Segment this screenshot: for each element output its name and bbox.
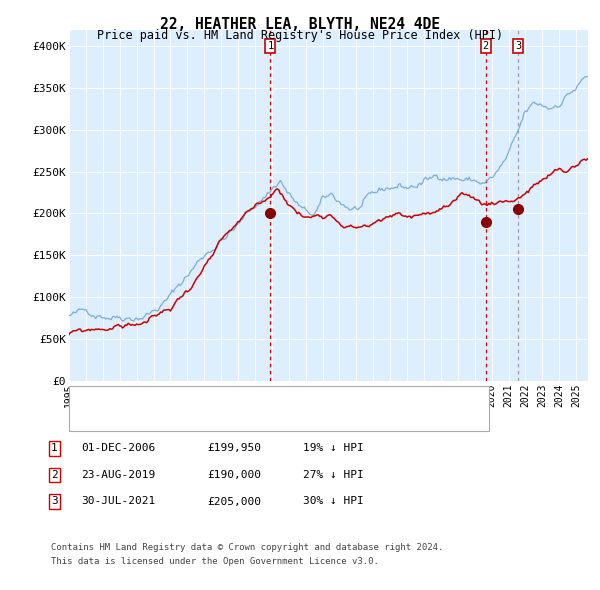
Text: HPI: Average price, detached house, Northumberland: HPI: Average price, detached house, Nort… bbox=[107, 415, 407, 425]
Text: 19% ↓ HPI: 19% ↓ HPI bbox=[303, 444, 364, 453]
Text: 2: 2 bbox=[51, 470, 58, 480]
Text: ——: —— bbox=[78, 413, 93, 426]
Text: 3: 3 bbox=[515, 41, 521, 51]
Text: Contains HM Land Registry data © Crown copyright and database right 2024.: Contains HM Land Registry data © Crown c… bbox=[51, 543, 443, 552]
Text: 2: 2 bbox=[482, 41, 489, 51]
Text: 30-JUL-2021: 30-JUL-2021 bbox=[81, 497, 155, 506]
Text: 22, HEATHER LEA, BLYTH, NE24 4DE (detached house): 22, HEATHER LEA, BLYTH, NE24 4DE (detach… bbox=[107, 394, 401, 404]
Text: £199,950: £199,950 bbox=[207, 444, 261, 453]
Text: 23-AUG-2019: 23-AUG-2019 bbox=[81, 470, 155, 480]
Text: 30% ↓ HPI: 30% ↓ HPI bbox=[303, 497, 364, 506]
Text: Price paid vs. HM Land Registry's House Price Index (HPI): Price paid vs. HM Land Registry's House … bbox=[97, 30, 503, 42]
Text: £190,000: £190,000 bbox=[207, 470, 261, 480]
Text: £205,000: £205,000 bbox=[207, 497, 261, 506]
Text: 1: 1 bbox=[51, 444, 58, 453]
Text: 1: 1 bbox=[268, 41, 274, 51]
Text: 27% ↓ HPI: 27% ↓ HPI bbox=[303, 470, 364, 480]
Text: 3: 3 bbox=[51, 497, 58, 506]
Text: 22, HEATHER LEA, BLYTH, NE24 4DE: 22, HEATHER LEA, BLYTH, NE24 4DE bbox=[160, 17, 440, 31]
Text: This data is licensed under the Open Government Licence v3.0.: This data is licensed under the Open Gov… bbox=[51, 557, 379, 566]
Text: ——: —— bbox=[78, 392, 93, 405]
Text: 01-DEC-2006: 01-DEC-2006 bbox=[81, 444, 155, 453]
